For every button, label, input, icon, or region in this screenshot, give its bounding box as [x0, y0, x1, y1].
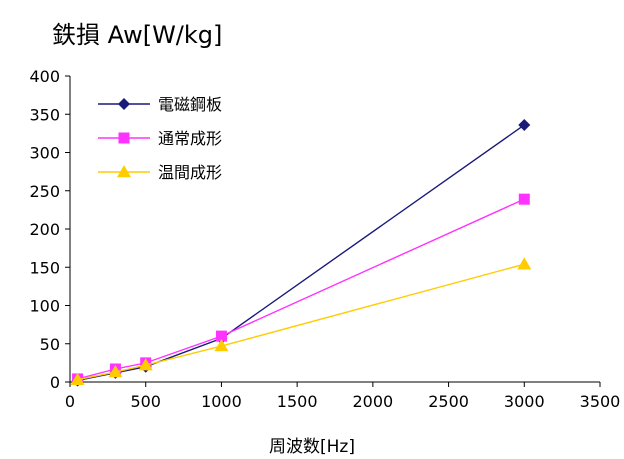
data-point [517, 257, 532, 270]
y-tick-label: 0 [50, 373, 60, 392]
x-tick-label: 0 [65, 392, 75, 411]
legend-entry-1: 電磁鋼板 [98, 95, 222, 114]
data-point [70, 372, 85, 385]
legend-label: 温間成形 [158, 163, 222, 182]
legend-marker [117, 165, 131, 178]
legend-label: 通常成形 [158, 129, 222, 148]
plot-area: 0 50 100 150 200 250 300 350 400 0 500 1000 1500 2000… [29, 67, 620, 411]
legend-entry-2: 通常成形 [98, 129, 222, 148]
legend-marker [118, 132, 130, 144]
x-tick-label: 3000 [504, 392, 545, 411]
y-tick-label: 50 [40, 335, 60, 354]
x-tick-label: 1000 [201, 392, 242, 411]
y-tick-label: 100 [29, 297, 60, 316]
x-tick-label: 2500 [428, 392, 469, 411]
data-point [214, 339, 229, 352]
series-line [77, 198, 525, 380]
chart-title: 鉄損 Aw[W/kg] [52, 21, 222, 49]
legend-entry-3: 温間成形 [98, 163, 222, 182]
y-tick-label: 250 [29, 182, 60, 201]
series-3 [70, 257, 532, 385]
y-tick-label: 200 [29, 220, 60, 239]
x-tick-label: 2000 [352, 392, 393, 411]
y-tick-label: 300 [29, 144, 60, 163]
x-tick-label: 1500 [277, 392, 318, 411]
x-tick-label: 3500 [580, 392, 621, 411]
y-tick-label: 150 [29, 258, 60, 277]
data-point [108, 365, 123, 378]
series-2 [72, 193, 530, 385]
data-point [215, 330, 227, 342]
y-tick-label: 400 [29, 67, 60, 86]
legend-label: 電磁鋼板 [158, 95, 222, 114]
y-tick-label: 350 [29, 105, 60, 124]
data-point [138, 358, 153, 371]
legend-marker [118, 98, 130, 110]
data-point [518, 118, 531, 131]
x-tick-label: 500 [130, 392, 161, 411]
series-line [77, 124, 525, 382]
x-axis-label: 周波数[Hz] [269, 437, 355, 457]
series-1 [71, 118, 531, 387]
data-point [518, 193, 530, 205]
